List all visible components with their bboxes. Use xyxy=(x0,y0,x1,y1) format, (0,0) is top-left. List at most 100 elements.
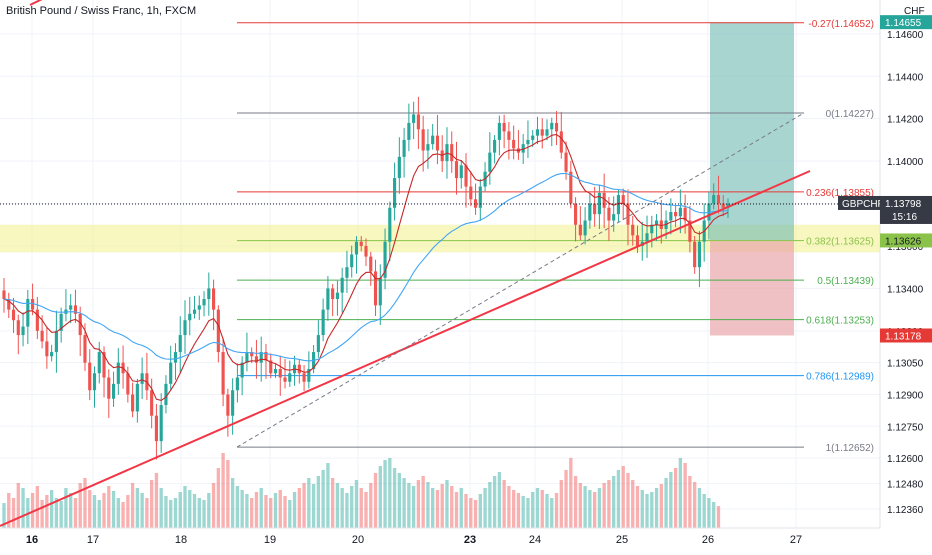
y-tick-label[interactable]: 1.12900 xyxy=(887,390,924,401)
candle-body[interactable] xyxy=(493,139,497,153)
candle-body[interactable] xyxy=(521,144,525,153)
candle-body[interactable] xyxy=(169,362,173,384)
candle-body[interactable] xyxy=(416,114,420,130)
candle-body[interactable] xyxy=(354,241,359,255)
candle-body[interactable] xyxy=(602,192,606,208)
candle-body[interactable] xyxy=(59,313,63,331)
candle-body[interactable] xyxy=(216,309,220,353)
candle-body[interactable] xyxy=(350,254,354,268)
candle-body[interactable] xyxy=(111,383,116,399)
candle-body[interactable] xyxy=(45,341,49,357)
candle-body[interactable] xyxy=(92,373,97,391)
candle-body[interactable] xyxy=(669,212,673,221)
candle-body[interactable] xyxy=(207,288,211,300)
price-axis[interactable]: 1.146001.144001.142001.140001.138001.136… xyxy=(879,0,932,550)
candle-body[interactable] xyxy=(250,352,254,357)
candle-body[interactable] xyxy=(597,192,601,215)
candle-body[interactable] xyxy=(531,135,535,140)
candle-body[interactable] xyxy=(97,352,101,374)
x-tick-label[interactable]: 17 xyxy=(87,534,99,546)
candle-body[interactable] xyxy=(35,309,39,331)
candle-body[interactable] xyxy=(697,241,701,268)
candle-body[interactable] xyxy=(273,369,278,374)
candle-body[interactable] xyxy=(116,362,120,384)
ascending-trendline[interactable] xyxy=(0,170,811,527)
candle-body[interactable] xyxy=(435,135,440,151)
x-tick-label[interactable]: 19 xyxy=(264,534,276,546)
candle-body[interactable] xyxy=(192,309,197,314)
candle-body[interactable] xyxy=(150,390,154,416)
candle-body[interactable] xyxy=(674,212,678,217)
candle-body[interactable] xyxy=(612,214,616,221)
drawn-trendlines[interactable] xyxy=(0,0,880,527)
y-tick-label[interactable]: 1.12750 xyxy=(887,422,924,433)
candle-body[interactable] xyxy=(397,156,401,179)
candle-body[interactable] xyxy=(359,241,363,246)
candle-body[interactable] xyxy=(507,131,511,140)
candle-body[interactable] xyxy=(264,352,268,361)
x-tick-label[interactable]: 16 xyxy=(26,534,38,546)
candle-body[interactable] xyxy=(402,139,406,157)
candle-body[interactable] xyxy=(631,224,635,236)
candle-body[interactable] xyxy=(526,139,530,145)
candle-body[interactable] xyxy=(502,122,506,132)
candle-body[interactable] xyxy=(426,144,430,151)
candle-body[interactable] xyxy=(431,135,435,145)
candle-body[interactable] xyxy=(635,235,640,246)
y-tick-label[interactable]: 1.14400 xyxy=(887,72,924,83)
candle-body[interactable] xyxy=(650,224,654,234)
y-tick-label[interactable]: 1.13400 xyxy=(887,284,924,295)
candle-body[interactable] xyxy=(621,195,625,204)
top-left-trendline[interactable] xyxy=(29,0,77,6)
y-tick-label[interactable]: 1.13050 xyxy=(887,359,924,370)
candle-body[interactable] xyxy=(21,326,25,336)
candle-body[interactable] xyxy=(188,313,192,321)
candle-body[interactable] xyxy=(554,122,559,132)
candle-body[interactable] xyxy=(321,309,325,336)
candle-body[interactable] xyxy=(7,299,11,310)
candle-body[interactable] xyxy=(473,199,478,208)
candle-body[interactable] xyxy=(574,203,578,225)
candle-body[interactable] xyxy=(654,220,659,225)
candle-body[interactable] xyxy=(131,394,135,412)
candle-body[interactable] xyxy=(593,203,597,215)
y-tick-label[interactable]: 1.14000 xyxy=(887,157,924,168)
candle-body[interactable] xyxy=(278,369,282,378)
candle-body[interactable] xyxy=(83,335,87,363)
y-tick-label[interactable]: 1.12600 xyxy=(887,454,924,465)
candle-body[interactable] xyxy=(173,352,178,363)
candle-body[interactable] xyxy=(31,299,35,310)
candle-body[interactable] xyxy=(407,122,411,140)
candle-body[interactable] xyxy=(288,373,292,382)
candle-body[interactable] xyxy=(497,122,501,140)
candle-body[interactable] xyxy=(231,390,235,416)
candle-body[interactable] xyxy=(283,377,287,382)
candle-body[interactable] xyxy=(50,352,54,357)
x-tick-label[interactable]: 20 xyxy=(352,534,364,546)
candle-body[interactable] xyxy=(688,220,692,242)
candle-body[interactable] xyxy=(254,356,259,363)
candle-body[interactable] xyxy=(307,369,311,382)
candle-body[interactable] xyxy=(302,373,306,382)
candle-body[interactable] xyxy=(226,394,230,416)
y-tick-label[interactable]: 1.12360 xyxy=(887,505,924,516)
candle-body[interactable] xyxy=(678,207,682,217)
candlesticks[interactable] xyxy=(2,96,730,460)
candle-body[interactable] xyxy=(545,129,549,136)
y-tick-label[interactable]: 1.13600 xyxy=(887,242,924,253)
y-tick-label[interactable]: 1.14200 xyxy=(887,115,924,126)
candle-body[interactable] xyxy=(454,161,459,179)
candle-body[interactable] xyxy=(345,267,349,278)
candle-body[interactable] xyxy=(683,207,687,221)
candle-body[interactable] xyxy=(459,165,463,179)
candle-body[interactable] xyxy=(559,131,563,153)
candle-body[interactable] xyxy=(221,352,225,395)
y-tick-label[interactable]: 1.12480 xyxy=(887,480,924,491)
candle-body[interactable] xyxy=(369,256,373,272)
candle-body[interactable] xyxy=(588,203,592,221)
candle-body[interactable] xyxy=(245,352,249,363)
candle-body[interactable] xyxy=(335,292,339,300)
candle-body[interactable] xyxy=(140,373,144,384)
candle-body[interactable] xyxy=(616,195,621,215)
